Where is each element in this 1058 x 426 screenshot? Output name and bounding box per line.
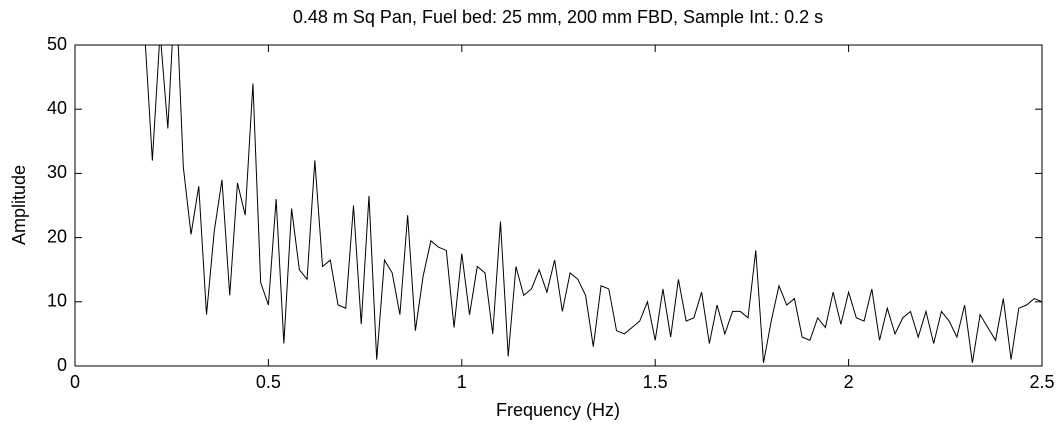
y-tick-label: 20 bbox=[47, 226, 67, 246]
x-tick-label: 1.5 bbox=[643, 372, 668, 392]
y-tick-label: 50 bbox=[47, 34, 67, 54]
data-line bbox=[144, 45, 1042, 363]
x-tick-label: 2 bbox=[844, 372, 854, 392]
y-tick-label: 30 bbox=[47, 162, 67, 182]
x-tick-label: 0 bbox=[70, 372, 80, 392]
y-tick-label: 0 bbox=[57, 355, 67, 375]
chart-title: 0.48 m Sq Pan, Fuel bed: 25 mm, 200 mm F… bbox=[293, 7, 823, 27]
y-axis-label: Amplitude bbox=[9, 165, 29, 245]
x-tick-label: 2.5 bbox=[1029, 372, 1054, 392]
x-tick-label: 0.5 bbox=[256, 372, 281, 392]
x-tick-label: 1 bbox=[457, 372, 467, 392]
y-tick-label: 10 bbox=[47, 291, 67, 311]
x-axis-label: Frequency (Hz) bbox=[496, 400, 620, 420]
plot-frame bbox=[74, 44, 1043, 367]
y-tick-label: 40 bbox=[47, 98, 67, 118]
